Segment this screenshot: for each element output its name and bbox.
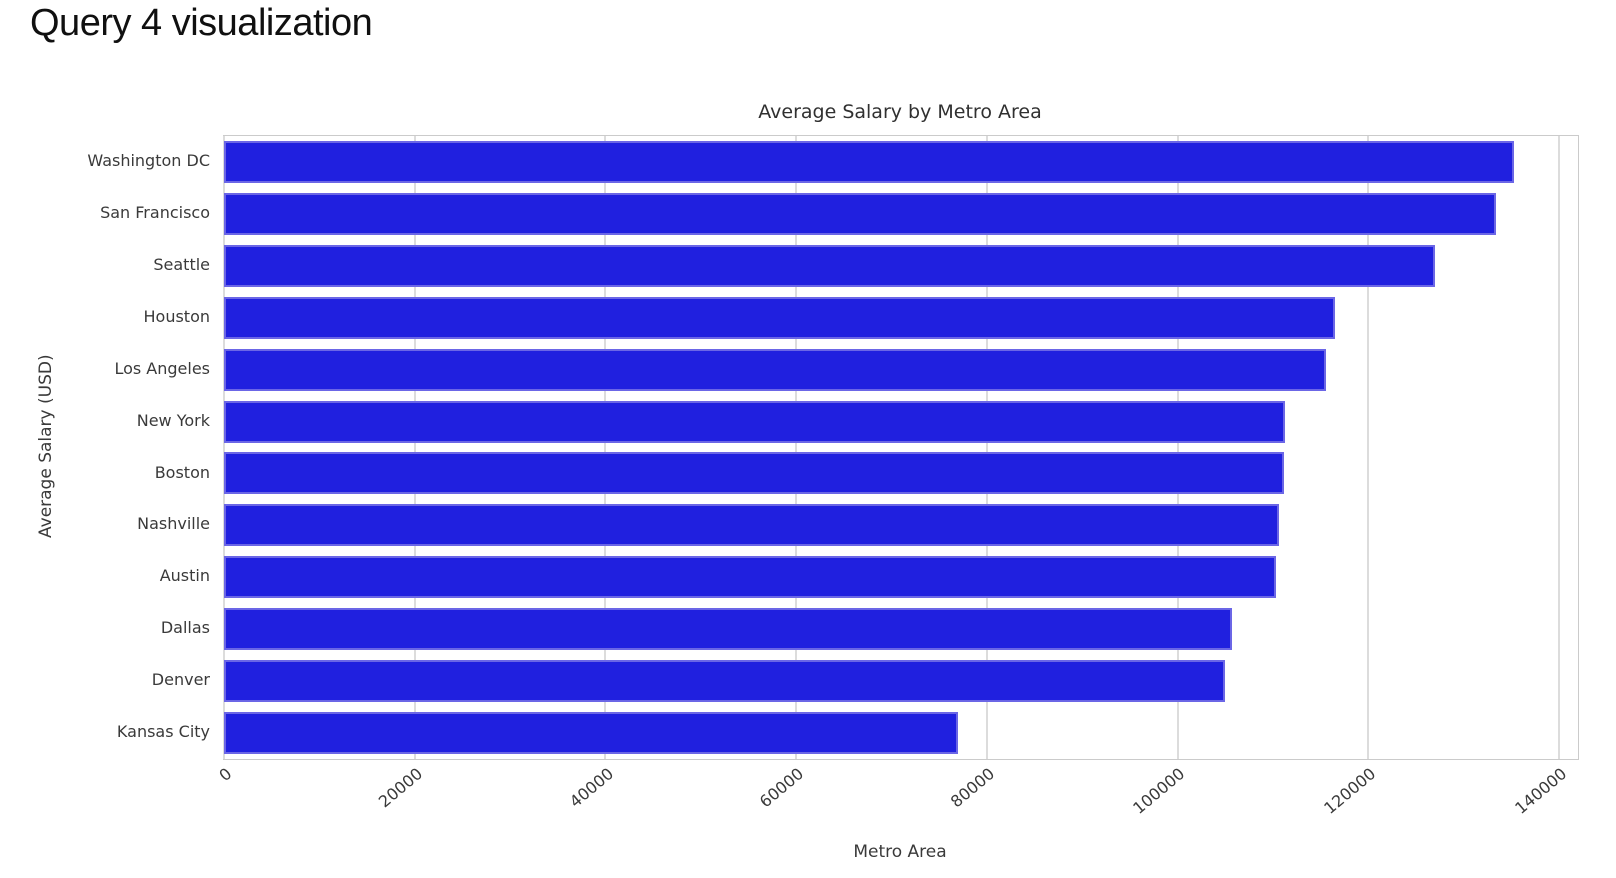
y-tick-label: Los Angeles [114,358,210,378]
x-tick-label: 0 [215,764,236,786]
x-tick-label: 80000 [946,764,999,812]
gridline [223,136,225,759]
bar-nashville [224,504,1279,547]
x-tick-label: 60000 [756,764,808,812]
bar-denver [224,660,1226,703]
x-tick-label: 140000 [1511,764,1571,818]
gridline [985,136,988,759]
gridline [1367,136,1370,759]
plot-area [223,135,1579,760]
y-tick-label: Austin [159,566,210,586]
x-tick-label: 40000 [565,764,617,812]
chart-title: Average Salary by Metro Area [758,101,1042,123]
y-tick-label: San Francisco [100,202,210,222]
y-tick-label: Seattle [153,254,210,274]
gridline [1557,136,1560,759]
x-tick: 140000 [1398,764,1570,818]
bar-san-francisco [224,192,1496,235]
y-tick-label: Houston [143,306,211,326]
x-tick: 40000 [444,764,616,811]
bar-austin [224,556,1276,599]
x-tick: 20000 [254,764,426,811]
x-tick-label: 120000 [1320,764,1380,818]
bar-washington-dc [224,140,1515,183]
bar-houston [224,296,1335,339]
x-tick: 0 [63,764,235,790]
bar-los-angeles [224,348,1327,391]
y-tick-label: Dallas [160,618,210,638]
y-tick-label: Denver [151,670,210,690]
y-tick-label: New York [136,410,210,430]
x-tick-label: 20000 [374,764,426,812]
page-title: Query 4 visualization [30,2,373,44]
x-tick: 60000 [635,764,807,811]
x-tick-label: 100000 [1129,764,1189,818]
x-tick: 80000 [826,764,998,811]
x-tick: 100000 [1017,764,1189,818]
x-tick: 120000 [1207,764,1379,818]
gridline [1176,136,1179,759]
bar-boston [224,452,1285,495]
gridline [795,136,798,759]
gridline [413,136,416,759]
y-tick-labels: Washington DC San Francisco Seattle Houston… [0,135,210,758]
bar-new-york [224,400,1286,443]
bar-dallas [224,608,1232,651]
y-tick-label: Boston [154,462,210,482]
gridline [604,136,607,759]
bar-kansas-city [224,712,959,755]
y-tick-label: Nashville [137,514,210,534]
x-axis-label: Metro Area [853,842,947,862]
bar-seattle [224,244,1435,287]
y-tick-label: Washington DC [87,151,210,170]
y-tick-label: Kansas City [116,722,210,742]
